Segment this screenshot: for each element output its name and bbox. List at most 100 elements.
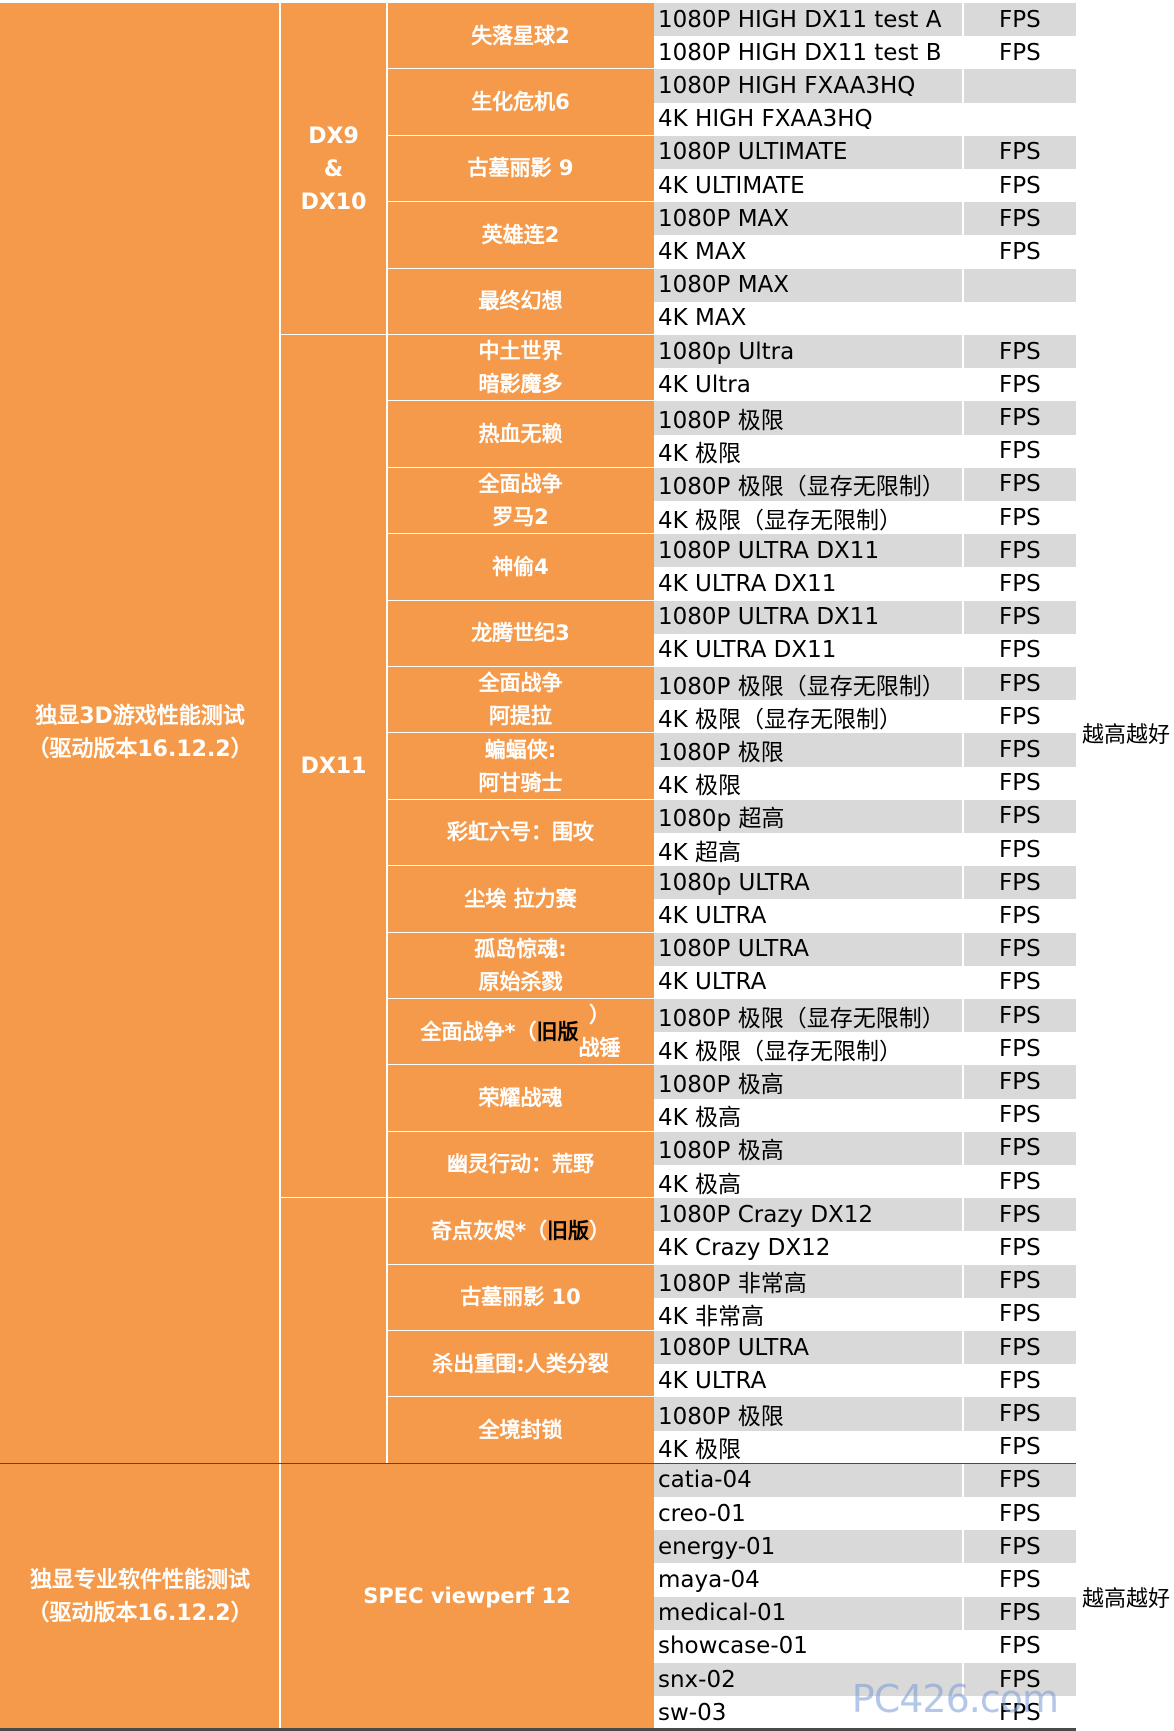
- column-divider: [962, 69, 964, 103]
- test-setting: 4K Crazy DX12: [658, 1234, 831, 1261]
- column-divider: [962, 1098, 964, 1132]
- column-divider: [962, 1430, 964, 1464]
- result-row-bg: [654, 1231, 1076, 1265]
- result-unit: FPS: [999, 1234, 1041, 1261]
- column-divider: [962, 301, 964, 335]
- column-divider: [962, 501, 964, 535]
- note-higher-better: 越高越好: [1082, 1586, 1171, 1612]
- test-setting: 4K 极限（显存无限制）: [658, 706, 903, 733]
- result-row-bg: [654, 434, 1076, 468]
- column-divider: [962, 1696, 964, 1730]
- result-row-bg: [654, 501, 1076, 535]
- game-name: 奇点灰烬*（ 旧版）: [387, 1198, 654, 1265]
- column-divider: [962, 1397, 964, 1431]
- result-row-bg: [654, 1264, 1076, 1298]
- column-divider: [962, 899, 964, 933]
- column-divider: [962, 401, 964, 435]
- result-unit: FPS: [999, 1566, 1041, 1593]
- game-name: 尘埃 拉力赛: [387, 866, 654, 933]
- category-divider: [279, 1463, 281, 1730]
- column-divider: [962, 3, 964, 37]
- result-unit: FPS: [999, 39, 1041, 66]
- result-row-bg: [654, 932, 1076, 966]
- result-row-bg: [654, 467, 1076, 501]
- test-setting: 1080P 极高: [658, 1138, 784, 1165]
- result-unit: FPS: [999, 1268, 1041, 1295]
- result-row-bg: [654, 633, 1076, 667]
- note-higher-better: 越高越好: [1082, 723, 1171, 749]
- column-divider: [962, 600, 964, 634]
- column-divider: [962, 667, 964, 701]
- result-unit: FPS: [999, 1434, 1041, 1461]
- watermark: PC426.com: [851, 1677, 1059, 1721]
- column-divider: [962, 1364, 964, 1398]
- api-divider: [386, 1198, 388, 1464]
- column-divider: [962, 368, 964, 402]
- game-name: 彩虹六号：围攻: [387, 799, 654, 867]
- test-setting: 4K 极限（显存无限制）: [658, 507, 903, 534]
- test-setting: medical-01: [658, 1600, 787, 1627]
- result-unit: FPS: [999, 504, 1041, 531]
- column-divider: [962, 1331, 964, 1365]
- result-unit: [963, 269, 1076, 302]
- column-divider: [962, 534, 964, 568]
- column-divider: [962, 335, 964, 369]
- game-name: 古墓丽影 9: [387, 135, 654, 203]
- game-name: 生化危机6: [387, 69, 654, 136]
- test-setting: 4K 极限: [658, 441, 742, 468]
- column-divider: [962, 1629, 964, 1663]
- result-row-bg: [654, 368, 1076, 402]
- result-unit: FPS: [999, 604, 1041, 631]
- result-unit: FPS: [999, 1035, 1041, 1062]
- test-setting: 1080P ULTRA: [658, 936, 810, 963]
- test-setting: 1080P ULTIMATE: [658, 139, 848, 166]
- column-divider: [962, 633, 964, 667]
- result-unit: FPS: [999, 770, 1041, 797]
- result-row-bg: [654, 235, 1076, 269]
- result-unit: [963, 69, 1076, 102]
- column-divider: [962, 1264, 964, 1298]
- column-divider: [962, 1497, 964, 1531]
- result-unit: FPS: [999, 1400, 1041, 1427]
- game-name: 杀出重围:人类分裂: [387, 1331, 654, 1398]
- test-setting: 1080P 极限（显存无限制）: [658, 1005, 945, 1032]
- result-row-bg: [654, 1065, 1076, 1099]
- column-divider: [962, 1065, 964, 1099]
- result-row-bg: [654, 999, 1076, 1033]
- result-row-bg: [654, 1198, 1076, 1232]
- result-row-bg: [654, 1165, 1076, 1199]
- column-divider: [962, 1563, 964, 1597]
- result-row-bg: [654, 1131, 1076, 1165]
- test-setting: 4K ULTRA DX11: [658, 570, 837, 597]
- test-setting: 1080P HIGH DX11 test B: [658, 39, 942, 66]
- game-name: 蝙蝠侠: 阿甘骑士: [387, 733, 654, 800]
- test-setting: creo-01: [658, 1500, 746, 1527]
- column-divider: [962, 733, 964, 767]
- column-divider: [962, 102, 964, 136]
- game-name: 中土世界 暗影魔多: [387, 335, 654, 402]
- result-row-bg: [654, 1364, 1076, 1398]
- result-row-bg: [654, 36, 1076, 70]
- result-row-bg: [654, 1098, 1076, 1132]
- result-row-bg: [654, 1032, 1076, 1066]
- column-divider: [962, 766, 964, 800]
- result-unit: FPS: [999, 1367, 1041, 1394]
- test-setting: 1080P 极限: [658, 739, 784, 766]
- result-unit: FPS: [999, 637, 1041, 664]
- test-setting: 4K MAX: [658, 238, 747, 265]
- test-setting: 1080P 极限（显存无限制）: [658, 474, 945, 501]
- api-group: DX11: [280, 335, 387, 1199]
- column-divider: [962, 202, 964, 236]
- result-unit: FPS: [999, 172, 1041, 199]
- result-unit: FPS: [999, 1500, 1041, 1527]
- column-divider: [962, 1530, 964, 1564]
- result-row-bg: [654, 799, 1076, 833]
- column-divider: [962, 1663, 964, 1697]
- result-row-bg: [654, 965, 1076, 999]
- result-unit: FPS: [999, 1467, 1041, 1494]
- result-unit: FPS: [999, 1102, 1041, 1129]
- game-name: 全面战争*（ 旧版） 战锤: [387, 999, 654, 1066]
- game-name: 神偷4: [387, 534, 654, 601]
- result-unit: FPS: [999, 570, 1041, 597]
- game-name: SPEC viewperf 12: [280, 1463, 654, 1730]
